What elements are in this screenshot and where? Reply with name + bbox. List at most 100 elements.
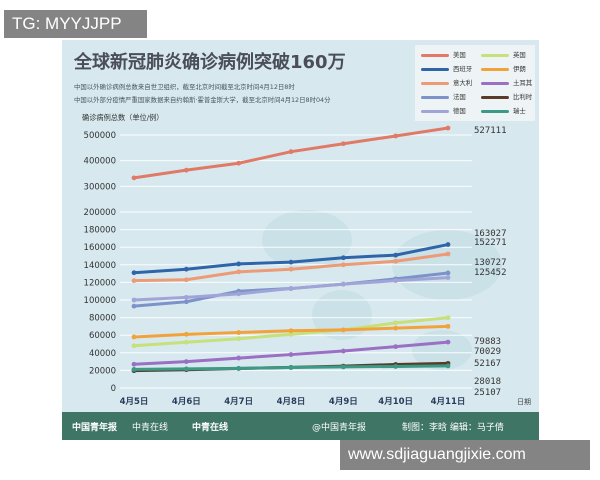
legend-swatch [481,109,509,113]
data-point [236,269,242,275]
data-point [183,294,189,300]
end-value-label: 79883 [474,337,501,347]
x-tick-label: 4月11日 [431,397,466,407]
data-point [236,261,242,267]
legend-label: 英国 [513,51,526,59]
legend-label: 德国 [453,107,466,115]
data-point [236,336,242,342]
watermark-top: TG: MYYJJPP [4,10,147,38]
watermark-bottom: www.sdjiaguangjixie.com [340,440,590,470]
legend-label: 意大利 [453,79,473,87]
legend-swatch [481,95,509,99]
end-value-label: 163027 [474,229,507,239]
data-point [131,343,137,349]
y-tick-label: 200000 [84,208,116,218]
data-point [183,299,189,305]
legend-swatch [481,67,509,71]
data-point [236,355,242,361]
data-point [288,331,294,337]
chart-panel: 全球新冠肺炎确诊病例突破160万 中国以外确诊病例总数来自世卫组织，截至北京时间… [62,40,539,440]
chart-subtitle-1: 中国以外确诊病例总数来自世卫组织，截至北京时间截至北京时间4月12日8时 [74,83,295,91]
data-point [288,365,294,370]
y-tick-label: 100000 [84,296,116,306]
y-tick-label: 140000 [84,261,116,271]
data-point [340,364,346,370]
legend-item: 英国 [481,50,526,59]
data-point [288,266,294,272]
data-point [393,320,399,326]
data-point [236,330,242,335]
legend-item: 土耳其 [481,78,532,87]
y-tick-label: 40000 [89,349,116,359]
data-point [288,328,294,334]
x-tick-label: 4月5日 [120,397,149,407]
data-point [393,252,399,258]
data-point [340,141,346,147]
legend-item: 西班牙 [421,64,472,73]
y-tick-label: 120000 [84,278,116,288]
footer-credits: 制图：李晗 编辑：马子倩 [402,423,504,433]
data-point [131,367,137,372]
x-tick-label: 4月8日 [277,397,306,407]
footer-bar: 中国青年报 中青在线 中青在线 @中国青年报 制图：李晗 编辑：马子倩 [62,412,539,440]
data-point [183,331,189,337]
data-point [445,323,451,329]
x-tick-label: 4月10日 [378,397,413,407]
footer-logo-3: 中青在线 [192,423,229,433]
end-value-label: 527111 [474,126,507,136]
y-tick-label: 300000 [84,182,116,192]
y-tick-label: 500000 [84,131,116,141]
data-point [236,365,242,371]
data-point [183,266,189,272]
legend-label: 美国 [453,51,466,59]
data-point [131,297,137,303]
data-point [445,339,451,345]
data-point [445,270,451,276]
data-point [288,286,294,291]
data-point [236,291,242,297]
end-value-label: 130727 [474,258,507,268]
legend-swatch [421,53,449,57]
data-point [340,255,346,261]
data-point [340,327,346,333]
data-point [183,366,189,372]
legend-item: 伊朗 [481,64,526,73]
legend-item: 法国 [421,92,466,101]
x-axis-label: 日期 [517,398,531,406]
legend-item: 比利时 [481,92,532,101]
data-point [131,278,137,284]
chart-title: 全球新冠肺炎确诊病例突破160万 [74,52,346,73]
end-value-label: 52167 [474,359,501,369]
end-value-label: 125452 [474,268,507,278]
data-point [236,160,242,166]
y-axis-label: 确诊病例总数（单位/例） [82,113,164,122]
end-value-label: 152271 [474,238,507,248]
footer-logo-2: 中青在线 [132,423,169,433]
y-tick-label: 180000 [84,226,116,236]
data-point [183,277,189,283]
data-point [131,334,137,340]
x-tick-label: 4月9日 [329,397,358,407]
data-point [340,348,346,354]
data-point [445,275,451,281]
legend-label: 土耳其 [513,79,533,87]
legend-swatch [481,53,509,57]
data-point [183,167,189,173]
data-point [445,125,451,131]
data-point [393,258,399,264]
y-tick-label: 160000 [84,243,116,253]
data-point [445,315,451,321]
y-tick-label: 80000 [89,314,116,324]
data-point [445,363,451,369]
legend-item: 瑞士 [481,106,526,115]
data-point [393,325,399,331]
legend-swatch [421,109,449,113]
end-value-label: 70029 [474,347,501,357]
footer-handle: @中国青年报 [312,423,367,433]
legend-swatch [481,81,509,85]
line-chart: 0 20000 40000 60000 80000 100000 120000 140000 1… [84,125,531,407]
footer-logo-1: 中国青年报 [72,423,118,433]
data-point [393,278,399,284]
legend-label: 瑞士 [513,107,526,115]
legend-swatch [421,81,449,85]
